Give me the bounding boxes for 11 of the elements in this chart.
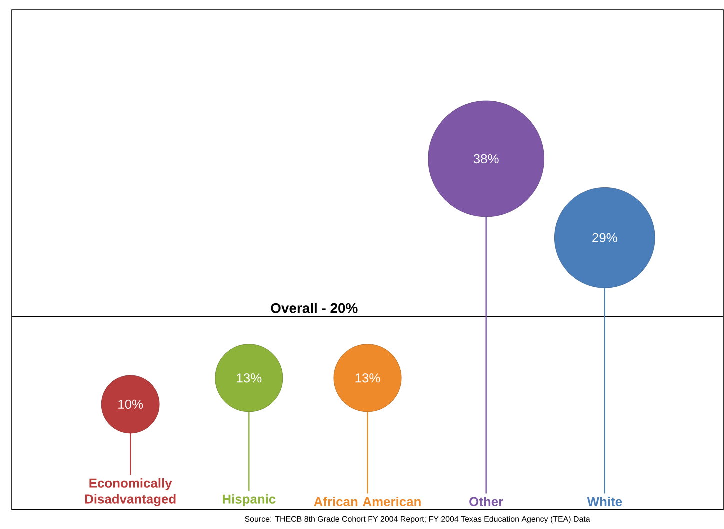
x-tick-label: Economically Disadvantaged [85,478,176,507]
data-label: 29% [592,234,618,243]
ref-line-label: Overall - 20% [271,303,358,314]
data-label: 13% [356,374,380,383]
data-label: 13% [237,374,262,383]
data-label: 10% [118,400,144,410]
x-tick-label: White [587,497,622,507]
x-tick-label: African American [314,497,421,507]
data-label: 38% [474,154,499,164]
x-tick-label: Hispanic [223,494,276,507]
x-tick-label: Other [470,497,504,507]
